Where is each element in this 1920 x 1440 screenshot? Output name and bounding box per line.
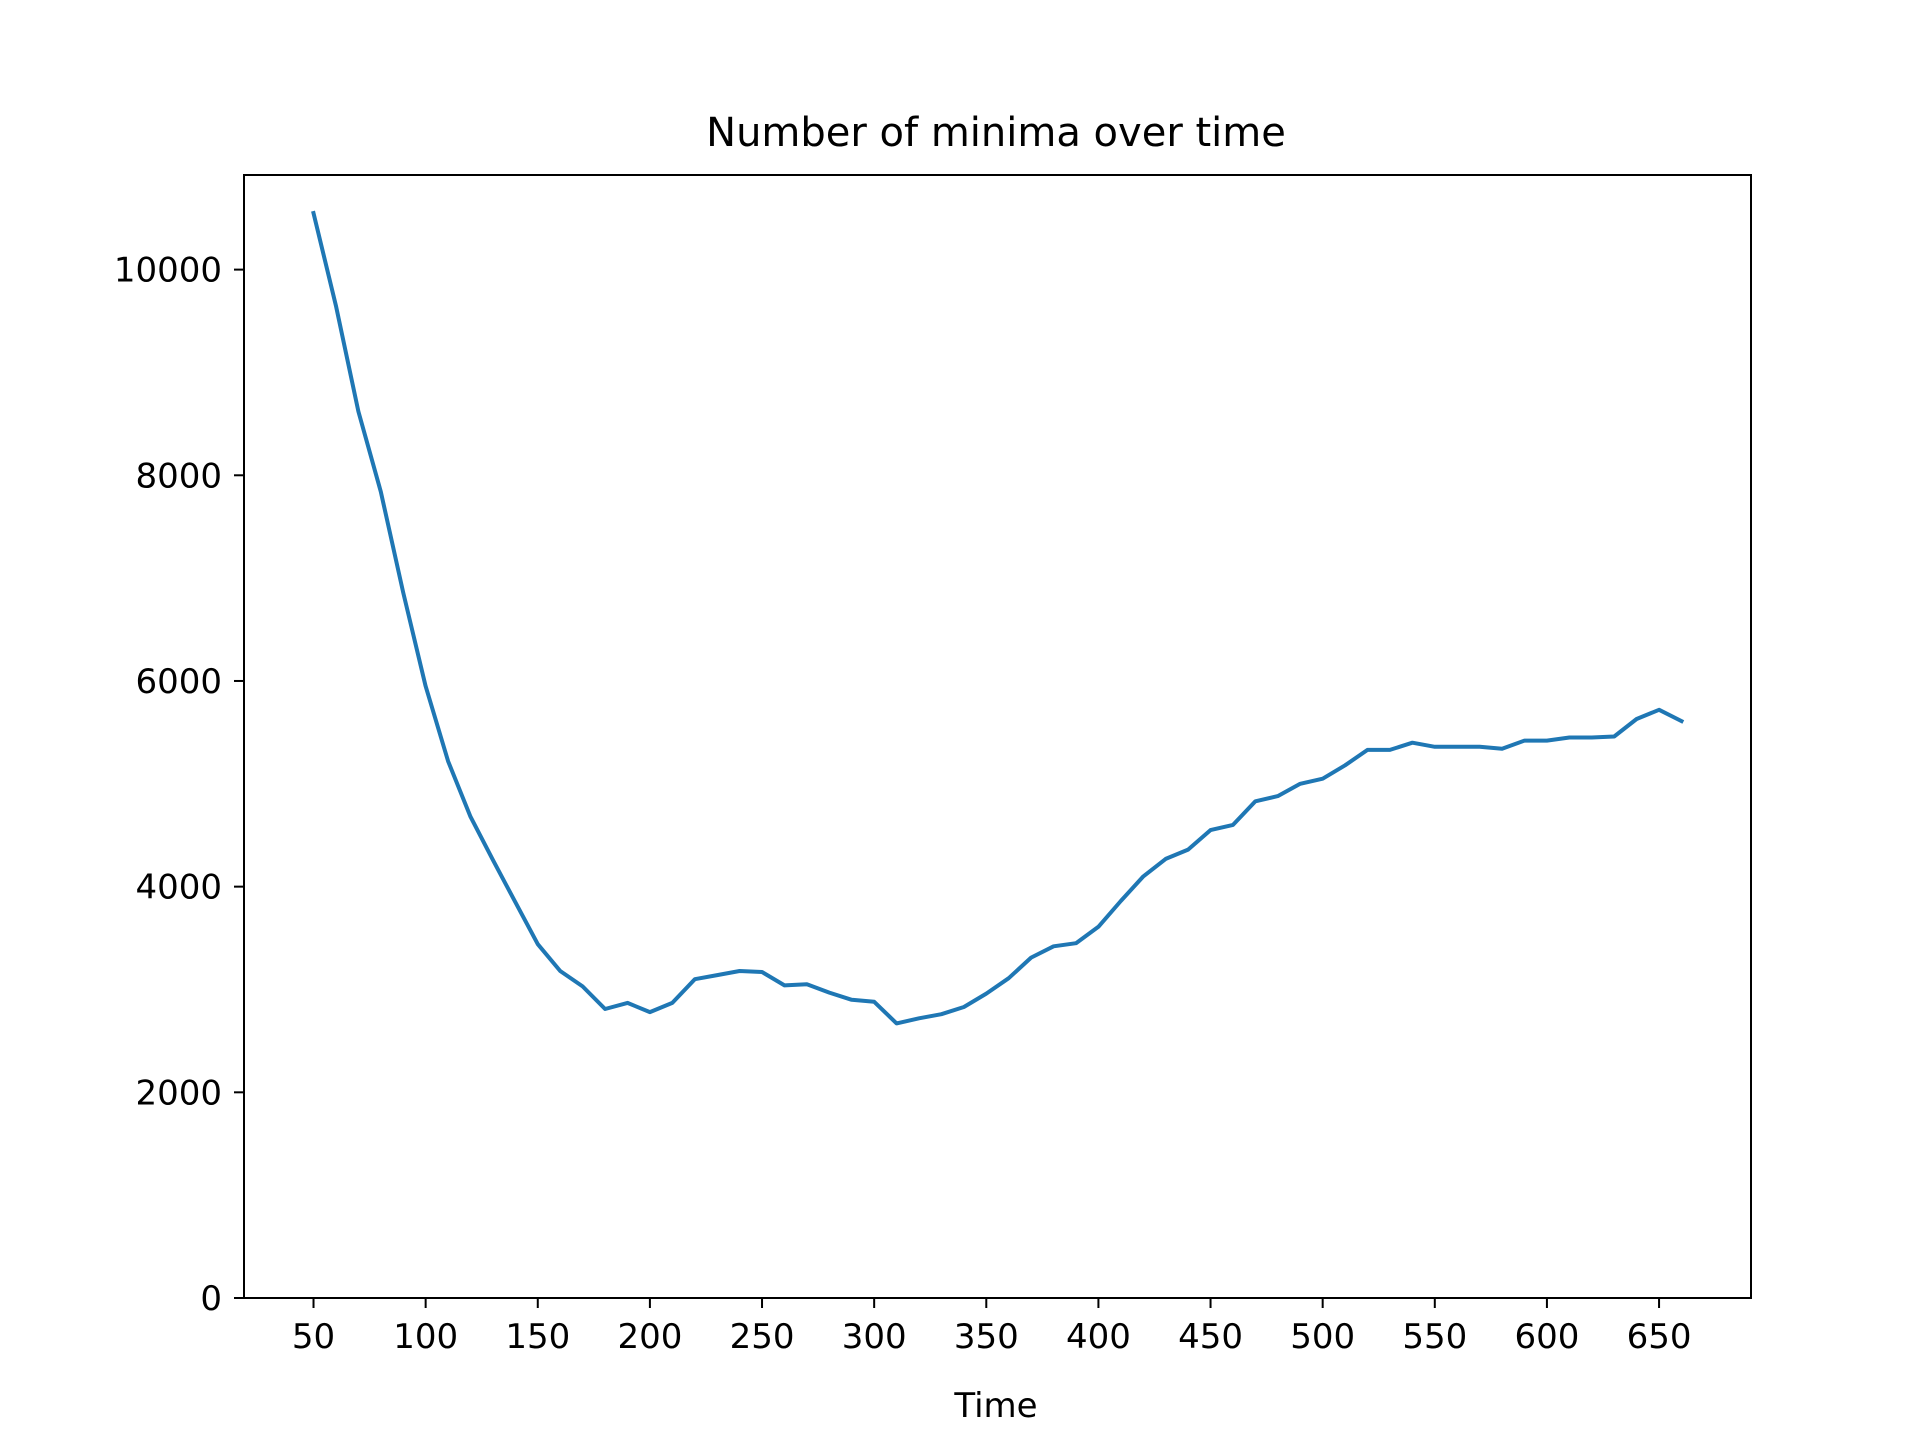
x-tick-label: 200 (617, 1317, 682, 1357)
x-tick-label: 100 (393, 1317, 458, 1357)
x-tick-label: 350 (954, 1317, 1019, 1357)
x-axis: 50 100 150 200 250 300 350 400 450 500 550 600 650 (292, 1298, 1692, 1357)
series-line (311, 210, 1685, 1026)
x-tick-label: 600 (1514, 1317, 1579, 1357)
x-axis-label: Time (953, 1386, 1037, 1426)
x-tick-label: 450 (1178, 1317, 1243, 1357)
y-axis: 0 2000 4000 6000 8000 10000 (114, 251, 244, 1319)
y-tick-label: 2000 (135, 1073, 222, 1113)
series-layer (311, 210, 1685, 1026)
x-tick-label: 650 (1627, 1317, 1692, 1357)
x-tick-label: 50 (292, 1317, 335, 1357)
plot-frame (243, 174, 1752, 1299)
y-tick-label: 10000 (114, 251, 222, 291)
y-tick-label: 8000 (135, 456, 222, 496)
y-tick-label: 0 (200, 1279, 222, 1319)
chart-title: Number of minima over time (706, 110, 1286, 156)
y-tick-label: 6000 (135, 662, 222, 702)
x-tick-label: 250 (730, 1317, 795, 1357)
y-tick-label: 4000 (135, 868, 222, 908)
x-tick-label: 550 (1402, 1317, 1467, 1357)
x-tick-label: 500 (1290, 1317, 1355, 1357)
plot-background (244, 175, 1751, 1298)
x-tick-label: 400 (1066, 1317, 1131, 1357)
x-tick-label: 150 (505, 1317, 570, 1357)
plot-area (243, 174, 1752, 1299)
x-tick-label: 300 (842, 1317, 907, 1357)
